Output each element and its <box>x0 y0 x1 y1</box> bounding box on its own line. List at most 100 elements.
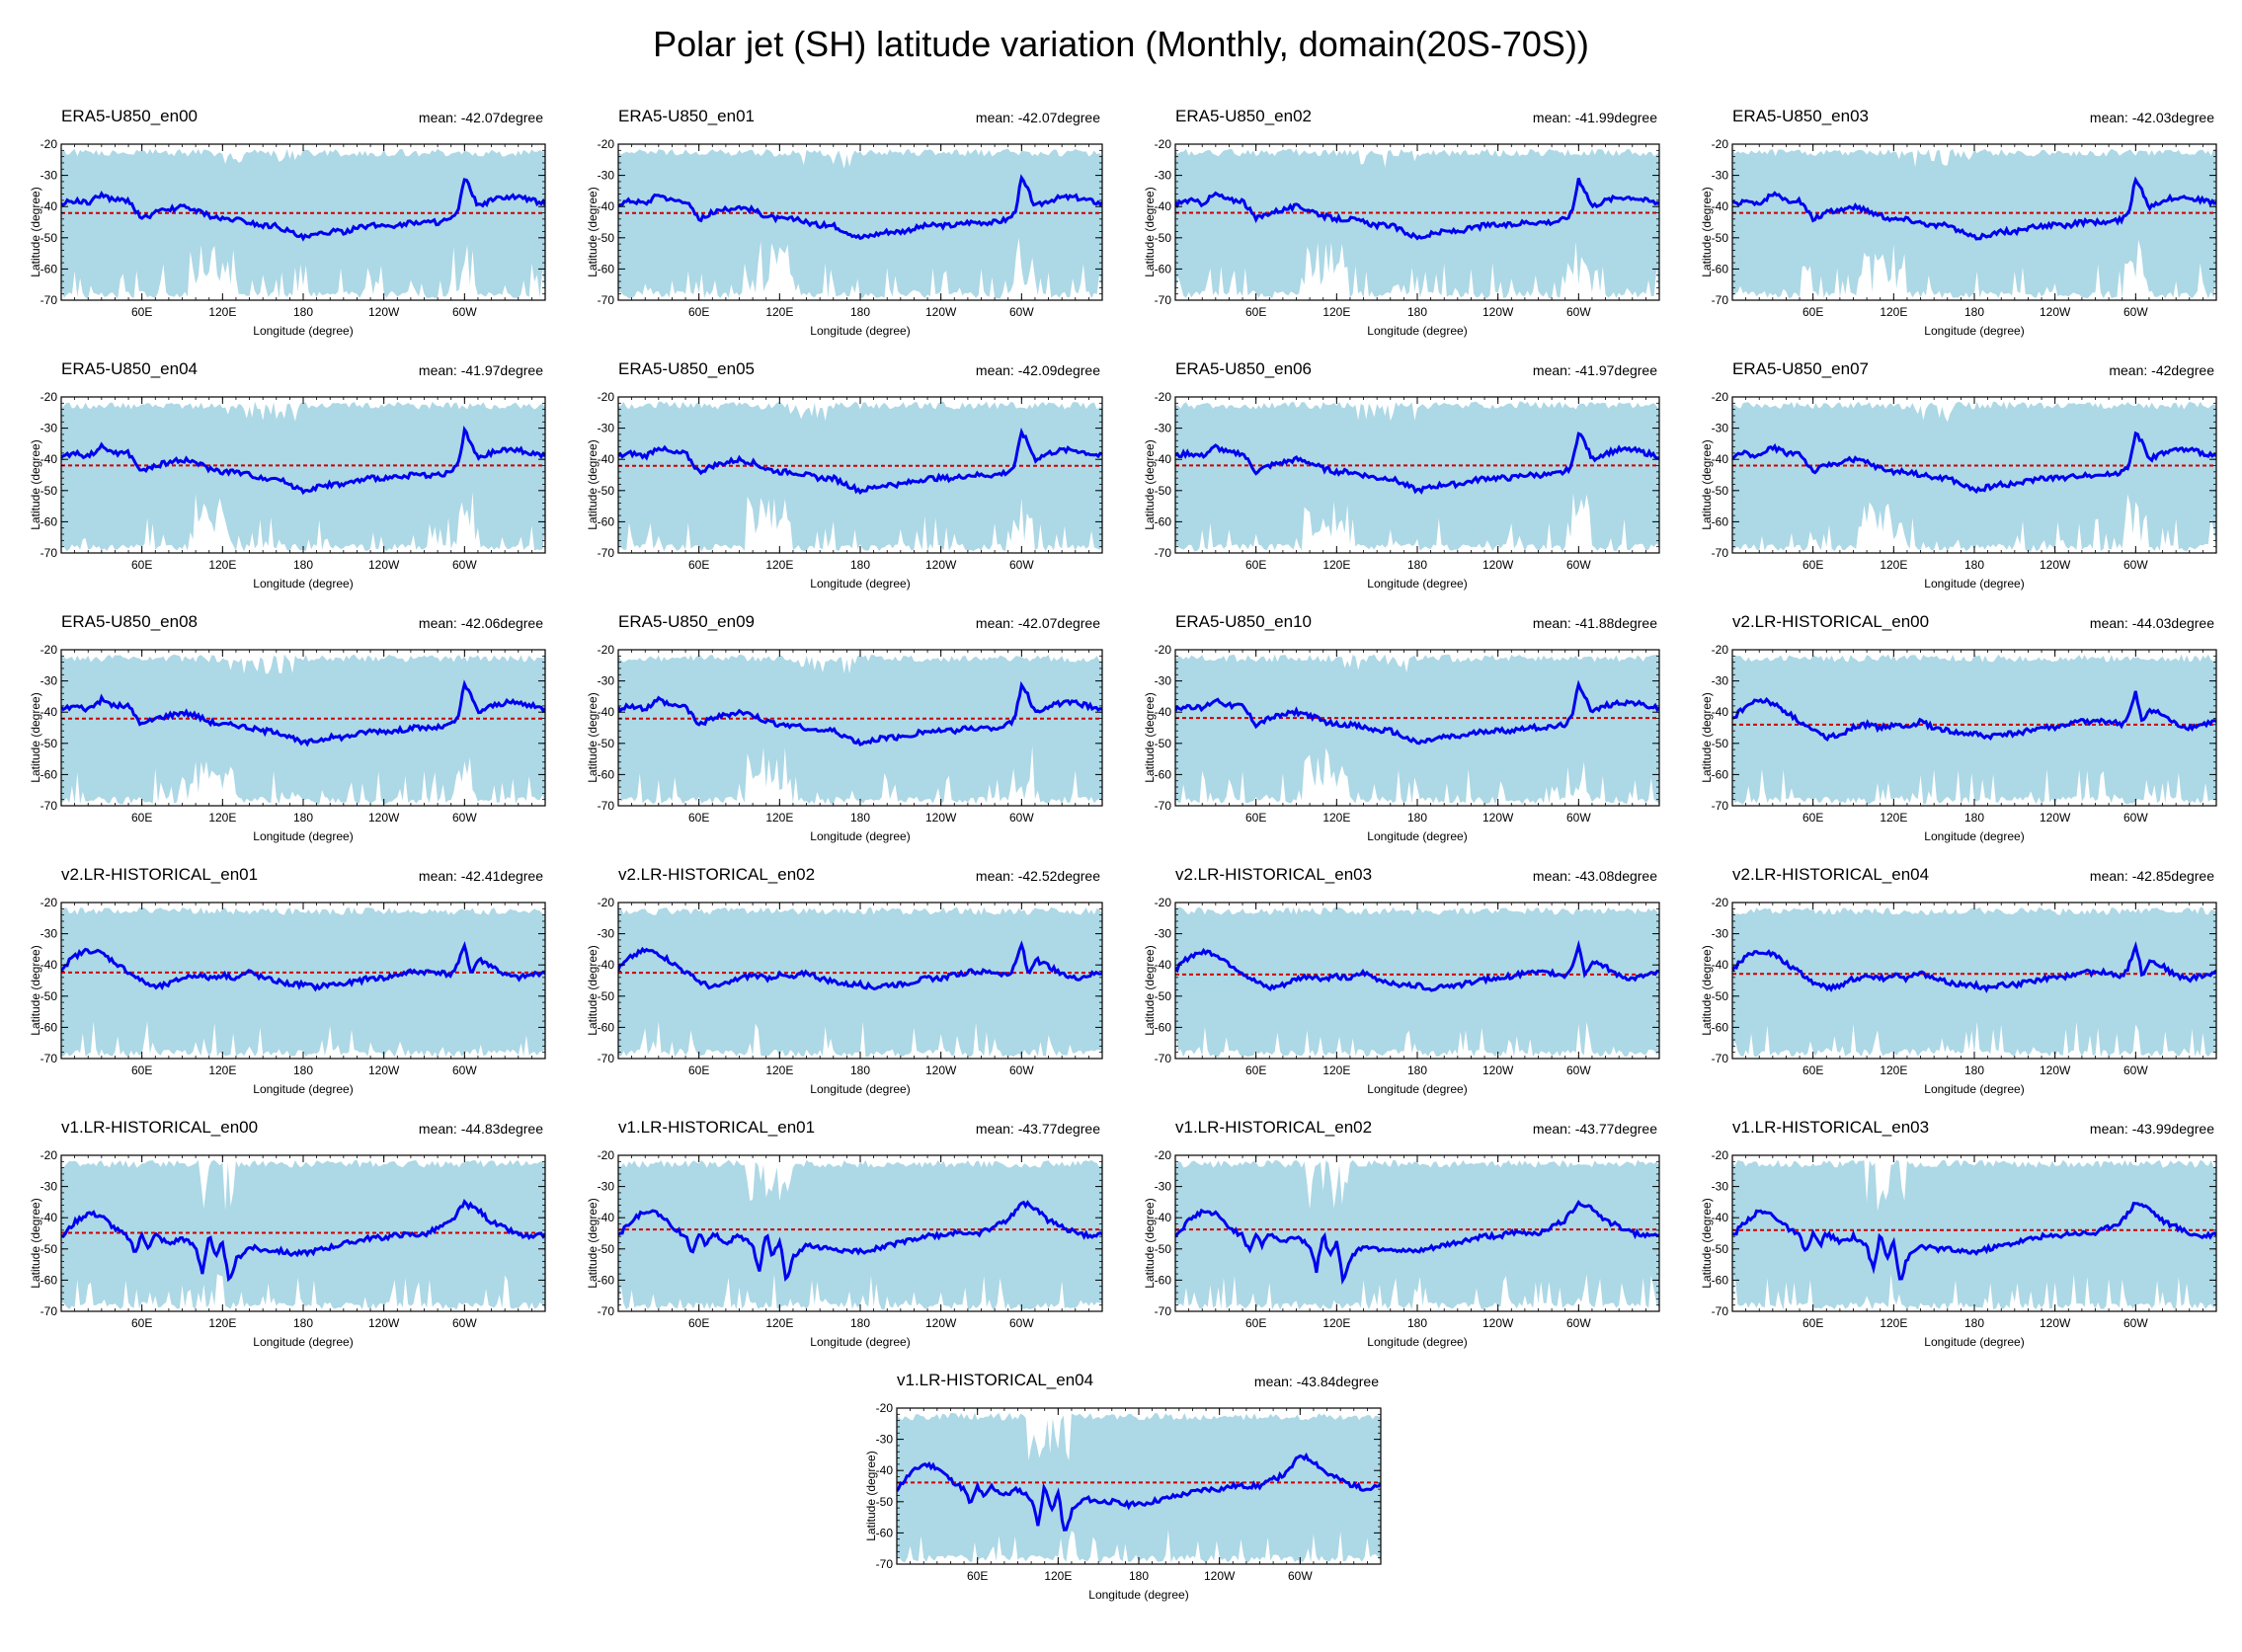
panel-plot: -20 -30 -40 -50 -60 -70 60E 120E 180 120W 60W <box>40 390 546 572</box>
x-tick-label: 180 <box>1407 558 1427 572</box>
y-axis-label: Latitude (degree) <box>586 692 600 783</box>
y-tick-label: -30 <box>598 422 615 435</box>
x-tick-label: 60E <box>688 1063 709 1077</box>
chart-panel: ERA5-U850_en00 mean: -42.07degree -20 -30 -4… <box>14 107 547 344</box>
chart-panel: ERA5-U850_en02 mean: -41.99degree -20 -30 -4… <box>1128 107 1661 344</box>
y-tick-label: -20 <box>1155 1148 1172 1162</box>
y-tick-label: -30 <box>598 927 615 941</box>
panel-plot: -20 -30 -40 -50 -60 -70 60E 120E 180 120W 60W <box>40 643 546 825</box>
y-tick-label: -50 <box>40 1242 58 1256</box>
x-tick-label: 180 <box>1964 558 1984 572</box>
y-tick-label: -20 <box>598 390 615 404</box>
x-tick-label: 120W <box>925 1316 957 1330</box>
x-tick-label: 60E <box>131 305 152 319</box>
panel-plot: -20 -30 -40 -50 -60 -70 60E 120E 180 120W 60W <box>1155 643 1660 825</box>
y-tick-label: -40 <box>1712 1211 1729 1224</box>
y-tick-label: -60 <box>598 1020 615 1034</box>
chart-panel: ERA5-U850_en09 mean: -42.07degree -20 -30 -4… <box>571 612 1104 849</box>
jet-latitude-line <box>618 940 1102 991</box>
panel-title: ERA5-U850_en02 <box>1175 107 1312 125</box>
chart-panel: ERA5-U850_en05 mean: -42.09degree -20 -30 -4… <box>571 359 1104 596</box>
y-axis-label: Latitude (degree) <box>29 945 42 1036</box>
x-tick-label: 180 <box>1964 1063 1984 1077</box>
y-tick-label: -20 <box>1155 137 1172 151</box>
y-tick-label: -60 <box>1712 1020 1729 1034</box>
x-tick-label: 180 <box>1407 1063 1427 1077</box>
y-tick-label: -70 <box>40 1052 58 1065</box>
y-tick-label: -30 <box>1155 422 1172 435</box>
x-tick-label: 120E <box>1880 558 1907 572</box>
x-tick-label: 60E <box>1802 558 1823 572</box>
x-axis-label: Longitude (degree) <box>810 1082 911 1096</box>
x-tick-label: 120E <box>765 558 793 572</box>
y-tick-label: -60 <box>1712 262 1729 275</box>
jet-range-band <box>61 148 545 299</box>
x-tick-label: 120W <box>368 1316 400 1330</box>
panel-mean-label: mean: -43.08degree <box>1532 868 1657 884</box>
y-tick-label: -70 <box>876 1557 894 1571</box>
y-tick-label: -70 <box>1712 1304 1729 1318</box>
x-axis-label: Longitude (degree) <box>810 577 911 590</box>
panel-mean-label: mean: -42.52degree <box>975 868 1100 884</box>
y-axis-label: Latitude (degree) <box>1700 439 1714 530</box>
panel-plot: -20 -30 -40 -50 -60 -70 60E 120E 180 120W 60W <box>1712 137 2217 319</box>
y-tick-label: -50 <box>1712 484 1729 498</box>
y-tick-label: -70 <box>40 799 58 813</box>
x-tick-label: 60E <box>1245 1063 1266 1077</box>
jet-latitude-line <box>1732 690 2216 742</box>
x-tick-label: 120W <box>368 305 400 319</box>
panel-plot: -20 -30 -40 -50 -60 -70 60E 120E 180 120W 60W <box>598 390 1103 572</box>
x-tick-label: 60W <box>1009 811 1034 825</box>
y-tick-label: -40 <box>40 199 58 213</box>
x-tick-label: 120E <box>765 305 793 319</box>
x-tick-label: 120W <box>1204 1569 1236 1583</box>
y-axis-label: Latitude (degree) <box>1143 692 1157 783</box>
x-tick-label: 60E <box>1245 811 1266 825</box>
panel-plot: -20 -30 -40 -50 -60 -70 60E 120E 180 120W 60W <box>876 1401 1382 1583</box>
y-tick-label: -40 <box>598 705 615 719</box>
x-tick-label: 60E <box>688 558 709 572</box>
panel-title: v2.LR-HISTORICAL_en03 <box>1175 865 1373 884</box>
x-tick-label: 60W <box>1009 305 1034 319</box>
x-tick-label: 180 <box>850 811 870 825</box>
y-tick-label: -30 <box>40 927 58 941</box>
x-tick-label: 120W <box>2040 811 2071 825</box>
x-axis-label: Longitude (degree) <box>1924 577 2025 590</box>
y-tick-label: -50 <box>40 989 58 1003</box>
x-tick-label: 60E <box>688 305 709 319</box>
jet-range-band <box>1732 1159 2216 1310</box>
y-tick-label: -20 <box>876 1401 894 1415</box>
chart-panel: v1.LR-HISTORICAL_en02 mean: -43.77degree -… <box>1128 1118 1661 1355</box>
y-axis-label: Latitude (degree) <box>1143 1198 1157 1289</box>
panel-plot: -20 -30 -40 -50 -60 -70 60E 120E 180 120W 60W <box>598 896 1103 1077</box>
x-tick-label: 180 <box>850 1063 870 1077</box>
y-axis-label: Latitude (degree) <box>586 1198 600 1289</box>
y-tick-label: -70 <box>598 1304 615 1318</box>
jet-latitude-line <box>1732 176 2216 241</box>
x-tick-label: 60E <box>1802 811 1823 825</box>
panel-title: ERA5-U850_en08 <box>61 612 198 631</box>
y-tick-label: -60 <box>1155 514 1172 528</box>
panel-title: ERA5-U850_en01 <box>618 107 755 125</box>
x-axis-label: Longitude (degree) <box>1367 1082 1468 1096</box>
panel-title: v1.LR-HISTORICAL_en01 <box>618 1118 816 1137</box>
x-tick-label: 60W <box>452 811 477 825</box>
y-tick-label: -20 <box>598 643 615 657</box>
jet-latitude-line <box>1175 679 1659 746</box>
y-tick-label: -30 <box>598 169 615 183</box>
y-tick-label: -30 <box>1712 422 1729 435</box>
y-tick-label: -30 <box>1712 674 1729 688</box>
y-tick-label: -30 <box>40 422 58 435</box>
panel-title: ERA5-U850_en06 <box>1175 359 1312 378</box>
chart-panel: ERA5-U850_en08 mean: -42.06degree -20 -30 -4… <box>14 612 547 849</box>
jet-latitude-line <box>1175 178 1659 241</box>
y-axis-label: Latitude (degree) <box>1700 945 1714 1036</box>
y-tick-label: -50 <box>1155 737 1172 750</box>
chart-panel: v2.LR-HISTORICAL_en01 mean: -42.41degree -… <box>14 865 547 1102</box>
y-tick-label: -40 <box>598 452 615 466</box>
panel-plot: -20 -30 -40 -50 -60 -70 60E 120E 180 120W 60W <box>598 643 1103 825</box>
jet-range-band <box>1175 148 1659 299</box>
panel-plot: -20 -30 -40 -50 -60 -70 60E 120E 180 120W 60W <box>1712 390 2217 572</box>
panel-mean-label: mean: -42.07degree <box>975 615 1100 631</box>
